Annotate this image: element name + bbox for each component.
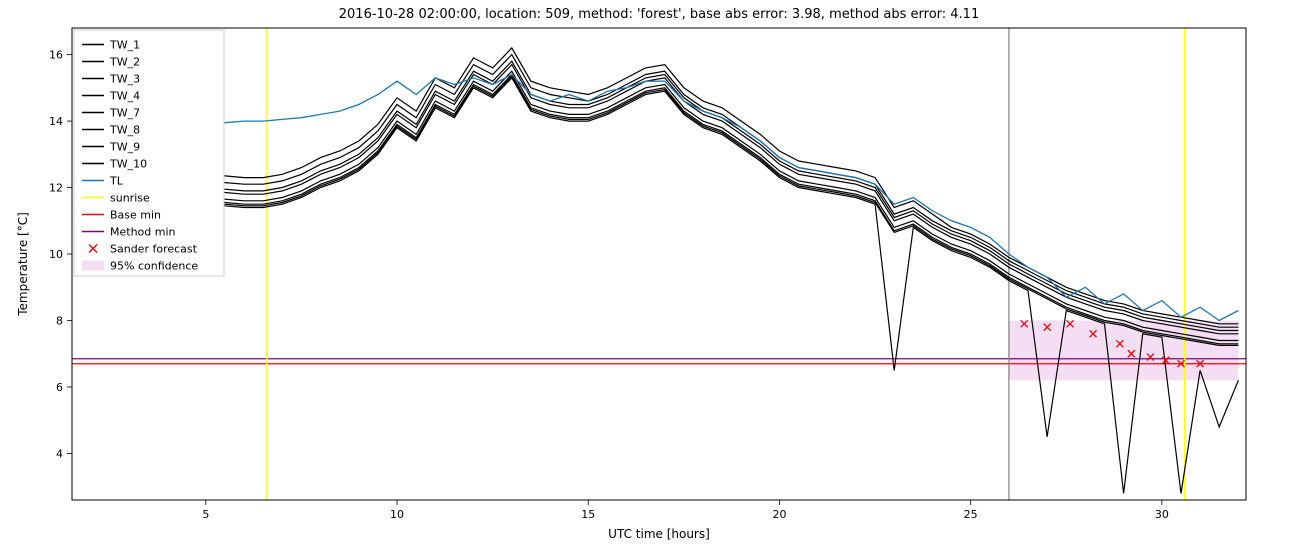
legend-label: TW_1	[109, 39, 140, 52]
x-tick-label: 10	[390, 508, 404, 521]
x-tick-label: 25	[964, 508, 978, 521]
legend-label: Sander forecast	[110, 243, 198, 256]
legend-label: sunrise	[110, 192, 150, 205]
legend-label: TW_10	[109, 158, 147, 171]
plot-area	[72, 28, 1246, 500]
y-tick-label: 16	[49, 49, 63, 62]
confidence-band	[1009, 321, 1238, 381]
legend-label: TW_8	[109, 124, 140, 137]
x-tick-label: 15	[581, 508, 595, 521]
x-tick-label: 30	[1155, 508, 1169, 521]
legend-label: 95% confidence	[110, 260, 198, 273]
y-tick-label: 14	[49, 115, 63, 128]
x-tick-label: 20	[772, 508, 786, 521]
legend-label: TW_4	[109, 90, 140, 103]
y-tick-label: 8	[56, 315, 63, 328]
legend-label: TW_3	[109, 73, 140, 86]
legend-label: Method min	[110, 226, 176, 239]
legend-swatch	[82, 261, 104, 271]
legend-label: Base min	[110, 209, 161, 222]
x-axis-label: UTC time [hours]	[608, 527, 710, 541]
legend-label: TL	[109, 175, 124, 188]
y-tick-label: 10	[49, 248, 63, 261]
chart-title: 2016-10-28 02:00:00, location: 509, meth…	[339, 7, 979, 22]
x-tick-label: 5	[202, 508, 209, 521]
y-tick-label: 4	[56, 447, 63, 460]
y-axis-label: Temperature [°C]	[16, 212, 30, 317]
chart-container: 5 10 15 20 25 30 4 6 8 10 12 14 16 UTC time [hours] Te…	[0, 0, 1311, 547]
temperature-chart: 5 10 15 20 25 30 4 6 8 10 12 14 16 UTC time [hours] Te…	[0, 0, 1311, 547]
legend-label: TW_7	[109, 107, 140, 120]
legend-box	[74, 30, 224, 276]
legend-label: TW_9	[109, 141, 140, 154]
legend-label: TW_2	[109, 56, 140, 69]
y-tick-label: 12	[49, 182, 63, 195]
y-tick-label: 6	[56, 381, 63, 394]
